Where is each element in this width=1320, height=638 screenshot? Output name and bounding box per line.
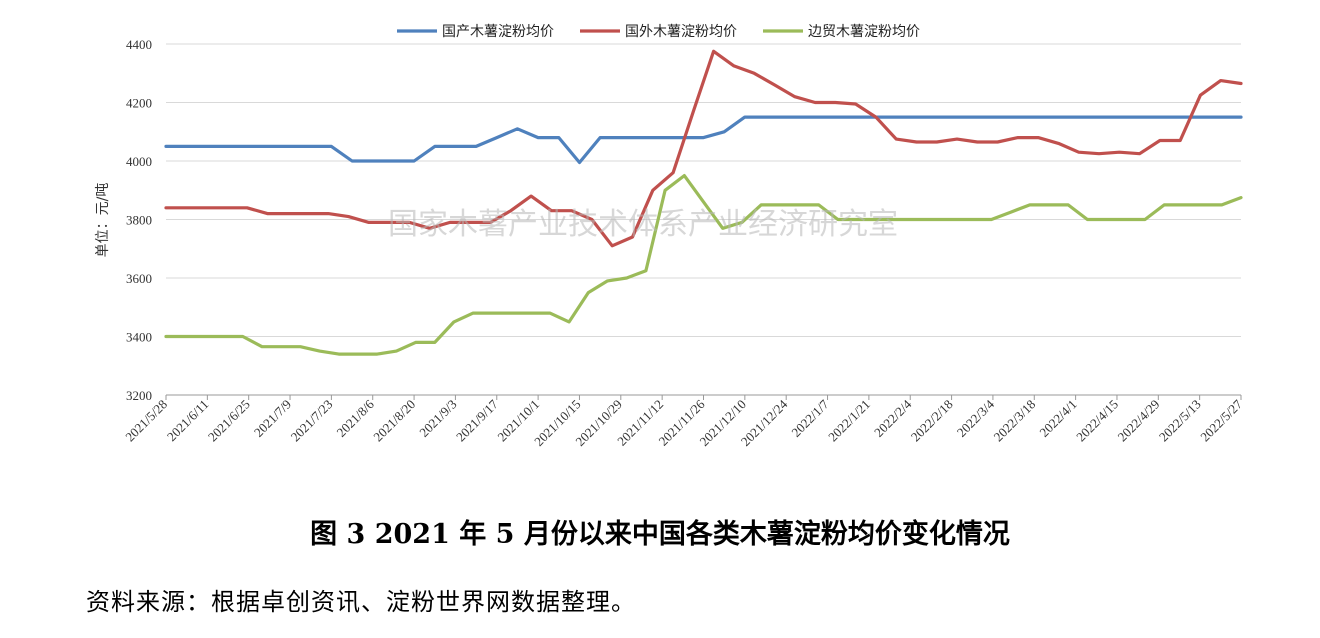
y-axis-label: 单位：元/吨 [95,183,111,258]
watermark-text: 国家木薯产业技术体系产业经济研究室 [388,207,898,242]
series-lines [164,49,1243,356]
y-tick-label: 3800 [126,213,152,228]
y-tick-label: 4000 [126,154,152,169]
x-tick-label: 2022/5/27 [1197,396,1245,444]
series-line-1 [164,49,1243,248]
legend-item-0: 国产木薯淀粉均价 [397,24,554,40]
series-line-2 [164,174,1243,356]
data-source-note: 资料来源：根据卓创资讯、淀粉世界网数据整理。 [86,588,636,616]
gridlines [166,43,1241,337]
series-line-0 [164,115,1243,165]
x-tick-label: 2021/6/25 [205,397,253,445]
legend-item-1: 国外木薯淀粉均价 [580,24,737,40]
x-tick-label: 2021/7/23 [288,397,336,445]
y-tick-label: 4200 [126,96,152,111]
y-tick-label: 3600 [126,271,152,286]
y-tick-label: 4400 [126,37,152,52]
x-tick-label: 2021/9/17 [453,396,501,444]
x-tick-label: 2021/8/20 [370,397,418,445]
legend-label: 国外木薯淀粉均价 [625,24,737,40]
x-tick-label: 2022/4/29 [1115,397,1163,445]
x-tick-label: 2022/2/18 [908,397,956,445]
x-tick-label: 2022/5/13 [1156,397,1204,445]
x-tick-label: 2022/3/18 [990,397,1038,445]
legend-label: 国产木薯淀粉均价 [442,24,554,40]
x-tick-label: 2021/5/28 [122,397,170,445]
x-tick-label: 2022/1/21 [825,397,873,445]
x-tick-labels: 2021/5/282021/6/112021/6/252021/7/92021/… [122,395,1245,449]
x-tick-label: 2021/6/11 [164,397,212,445]
x-tick-label: 2022/4/15 [1073,397,1121,445]
figure-caption: 图 3 2021 年 5 月份以来中国各类木薯淀粉均价变化情况 [310,519,1010,550]
y-tick-label: 3400 [126,330,152,345]
y-tick-label: 3200 [126,388,152,403]
legend-label: 边贸木薯淀粉均价 [808,24,920,40]
legend: 国产木薯淀粉均价 国外木薯淀粉均价 边贸木薯淀粉均价 [397,24,920,40]
legend-item-2: 边贸木薯淀粉均价 [763,24,920,40]
y-tick-labels: 3200 3400 3600 3800 4000 4200 4400 [126,37,152,403]
